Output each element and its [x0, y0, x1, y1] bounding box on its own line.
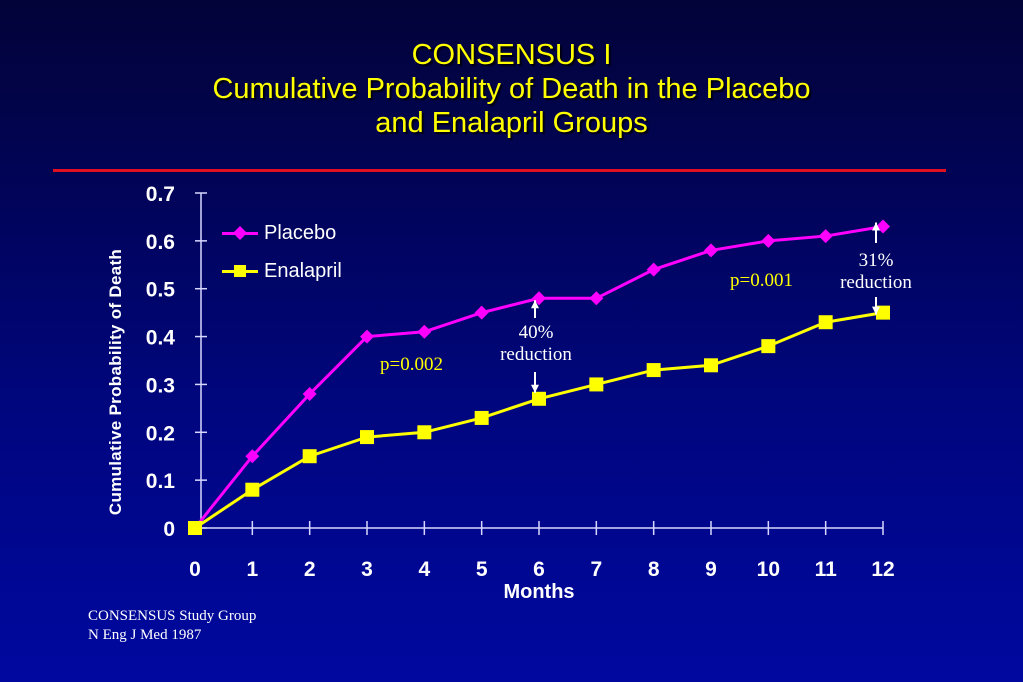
- square-marker-icon: [302, 449, 317, 464]
- source-citation: CONSENSUS Study Group N Eng J Med 1987: [88, 608, 257, 643]
- diamond-marker-icon: [302, 387, 317, 401]
- x-tick-label: 5: [476, 558, 488, 581]
- diamond-marker-icon: [761, 233, 776, 248]
- square-marker-icon: [589, 377, 604, 392]
- arrow-down-icon-head: [531, 384, 539, 393]
- slide-title: CONSENSUS I Cumulative Probability of De…: [0, 38, 1023, 140]
- y-tick-label: 0.6: [146, 231, 175, 254]
- chart-legend: Placebo Enalapril: [222, 214, 342, 290]
- diamond-marker-icon: [589, 291, 604, 306]
- x-tick-label: 1: [246, 558, 258, 581]
- x-tick-label: 6: [533, 558, 545, 581]
- x-tick-label: 0: [189, 558, 201, 581]
- title-line-2: Cumulative Probability of Death in the P…: [212, 73, 811, 105]
- x-tick-label: 11: [815, 558, 838, 581]
- y-tick-label: 0.5: [146, 279, 176, 302]
- diamond-marker-icon: [474, 305, 489, 320]
- reduction-annotation-month12: 31% reduction: [840, 250, 912, 293]
- p-value-month12: p=0.001: [730, 270, 793, 291]
- legend-item-placebo: Placebo: [222, 214, 342, 252]
- x-axis-label: Months: [503, 581, 575, 603]
- title-line-3: and Enalapril Groups: [375, 107, 648, 139]
- legend-item-enalapril: Enalapril: [222, 252, 342, 290]
- y-tick-label: 0.7: [146, 183, 175, 206]
- diamond-marker-icon: [360, 329, 374, 344]
- square-marker-icon: [245, 482, 260, 497]
- diamond-marker-icon: [876, 219, 890, 234]
- square-marker-icon: [188, 521, 202, 535]
- y-tick-label: 0.2: [146, 422, 175, 445]
- y-tick-label: 0: [163, 518, 175, 541]
- x-tick-label: 8: [648, 558, 660, 581]
- y-tick-label: 0.1: [146, 470, 176, 493]
- square-marker-icon: [417, 425, 432, 440]
- x-tick-label: 9: [705, 558, 717, 581]
- y-axis-label: Cumulative Probability of Death: [106, 248, 125, 516]
- square-marker-icon: [222, 264, 258, 278]
- p-value-month6: p=0.002: [380, 354, 443, 375]
- square-marker-icon: [646, 363, 661, 378]
- title-divider: [53, 169, 946, 172]
- arrow-down-icon-head: [872, 306, 880, 315]
- square-marker-icon: [474, 410, 489, 425]
- x-tick-label: 7: [590, 558, 602, 581]
- reduction-annotation-month6: 40% reduction: [500, 322, 572, 365]
- square-marker-icon: [876, 305, 890, 320]
- diamond-marker-icon: [245, 449, 260, 464]
- x-tick-label: 3: [361, 558, 373, 581]
- diamond-marker-icon: [704, 243, 718, 258]
- square-marker-icon: [360, 430, 374, 445]
- square-marker-icon: [532, 391, 546, 406]
- legend-label: Enalapril: [264, 259, 342, 282]
- diamond-marker-icon: [818, 229, 833, 244]
- y-tick-label: 0.3: [146, 374, 175, 397]
- diamond-marker-icon: [222, 226, 258, 240]
- diamond-marker-icon: [646, 262, 661, 277]
- diamond-marker-icon: [417, 324, 432, 339]
- legend-label: Placebo: [264, 221, 337, 244]
- title-line-1: CONSENSUS I: [411, 39, 612, 71]
- x-tick-label: 12: [871, 558, 894, 581]
- square-marker-icon: [818, 315, 833, 330]
- y-tick-label: 0.4: [146, 327, 176, 350]
- square-marker-icon: [761, 339, 776, 354]
- arrow-up-icon-head: [531, 300, 539, 309]
- x-tick-label: 10: [757, 558, 780, 581]
- x-tick-label: 2: [304, 558, 316, 581]
- x-tick-label: 4: [418, 558, 430, 581]
- square-marker-icon: [704, 358, 718, 373]
- arrow-up-icon-head: [872, 222, 880, 231]
